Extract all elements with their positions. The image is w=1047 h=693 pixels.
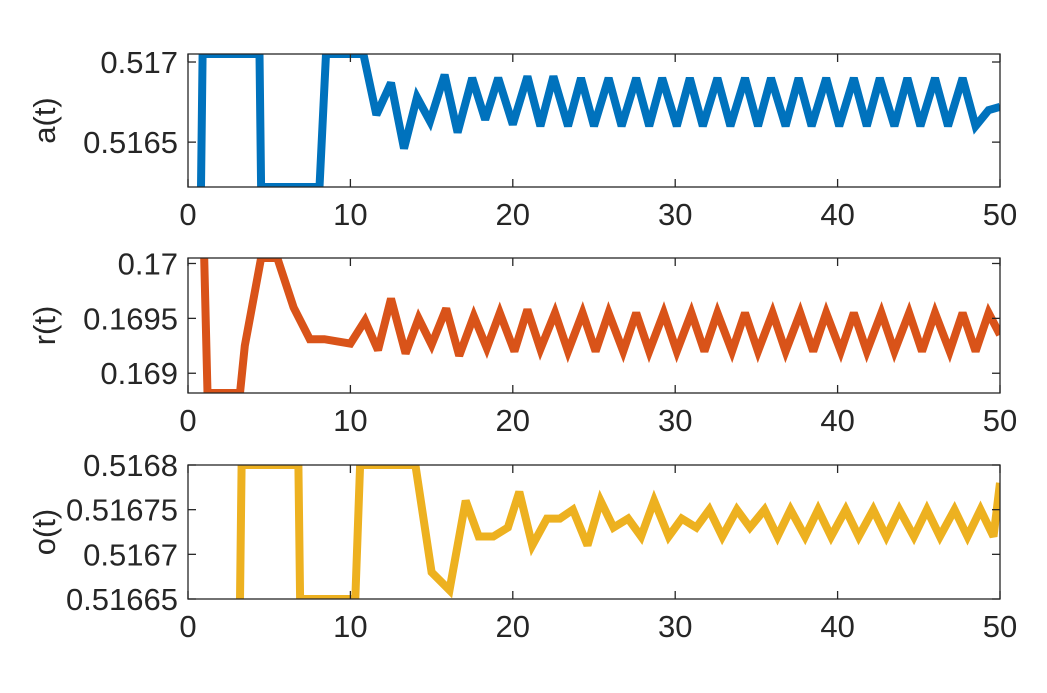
xtick-label-o: 10 <box>333 609 367 644</box>
xtick-label-r: 40 <box>820 403 854 438</box>
series-line-a-0 <box>197 54 1000 187</box>
xtick-label-o: 40 <box>820 609 854 644</box>
ytick-label-a: 0.5165 <box>83 125 178 160</box>
subplot-r: 0 10 20 30 40 50 0.169 0.1695 0.17 r(t) <box>27 246 1017 438</box>
ylabel-r: r(t) <box>27 306 62 346</box>
xtick-label-r: 50 <box>983 403 1017 438</box>
subplot-o: 0 10 20 30 40 50 0.51665 0.5167 0.51675 0.5168 o(t… <box>27 448 1017 644</box>
xtick-label-r: 10 <box>333 403 367 438</box>
xtick-label-o: 20 <box>496 609 530 644</box>
ylabel-a: a(t) <box>27 97 62 144</box>
ytick-label-o: 0.5167 <box>83 537 178 572</box>
ytick-label-o: 0.5168 <box>83 448 178 483</box>
ytick-label-o: 0.51675 <box>66 493 178 528</box>
axes-box-a <box>187 53 1001 188</box>
series-line-o-0 <box>236 465 1000 599</box>
xtick-label-r: 0 <box>179 403 196 438</box>
xtick-label-o: 30 <box>658 609 692 644</box>
xtick-label-o: 0 <box>179 609 196 644</box>
xtick-label-a: 0 <box>179 197 196 232</box>
xtick-label-a: 40 <box>820 197 854 232</box>
ytick-label-r: 0.17 <box>118 246 178 281</box>
xtick-label-o: 50 <box>983 609 1017 644</box>
ytick-label-r: 0.169 <box>100 356 178 391</box>
xtick-label-a: 10 <box>333 197 367 232</box>
series-line-r-0 <box>200 258 1000 393</box>
xtick-label-a: 50 <box>983 197 1017 232</box>
xtick-label-a: 30 <box>658 197 692 232</box>
ytick-label-a: 0.517 <box>100 45 178 80</box>
subplot-a: 0 10 20 30 40 50 0.5165 0.517 a(t) <box>27 45 1017 232</box>
xtick-label-r: 30 <box>658 403 692 438</box>
ylabel-o: o(t) <box>27 509 62 556</box>
xtick-label-a: 20 <box>496 197 530 232</box>
ytick-label-o: 0.51665 <box>66 582 178 617</box>
ytick-label-r: 0.1695 <box>83 301 178 336</box>
axes-box-r <box>187 257 1001 394</box>
xtick-label-r: 20 <box>496 403 530 438</box>
axes-box-o <box>187 464 1001 600</box>
